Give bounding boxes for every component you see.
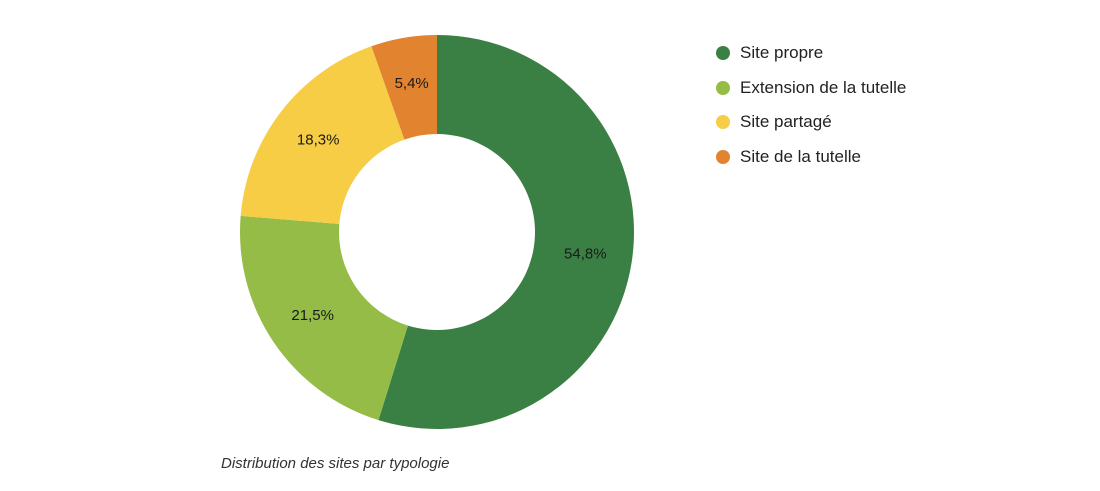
legend-swatch <box>716 46 730 61</box>
legend-item-site-propre[interactable]: Site propre <box>716 36 906 71</box>
slice-label-site-partage: 18,3% <box>297 131 340 148</box>
slice-site-partage <box>240 46 405 225</box>
legend-label: Site propre <box>740 43 824 63</box>
chart-caption: Distribution des sites par typologie <box>221 455 450 472</box>
legend-swatch <box>716 149 730 164</box>
chart-legend: Site propre Extension de la tutelle Site p… <box>716 36 906 174</box>
legend-swatch <box>716 80 730 95</box>
slice-label-site-de-la-tutelle: 5,4% <box>395 75 429 92</box>
legend-swatch <box>716 115 730 130</box>
legend-item-site-de-la-tutelle[interactable]: Site de la tutelle <box>716 140 906 175</box>
donut-slices <box>240 35 635 429</box>
legend-label: Site partagé <box>740 112 832 132</box>
legend-label: Site de la tutelle <box>740 146 861 166</box>
legend-item-extension-de-la-tutelle[interactable]: Extension de la tutelle <box>716 71 906 106</box>
legend-item-site-partage[interactable]: Site partagé <box>716 105 906 140</box>
legend-label: Extension de la tutelle <box>740 77 907 97</box>
donut-value-labels: 54,8% 21,5% 18,3% 5,4% <box>291 75 606 324</box>
slice-site-de-la-tutelle <box>371 35 437 140</box>
slice-extension-de-la-tutelle <box>240 215 408 421</box>
slice-label-site-propre: 54,8% <box>564 246 607 263</box>
slice-label-extension-de-la-tutelle: 21,5% <box>291 307 334 324</box>
slice-site-propre <box>378 35 635 429</box>
